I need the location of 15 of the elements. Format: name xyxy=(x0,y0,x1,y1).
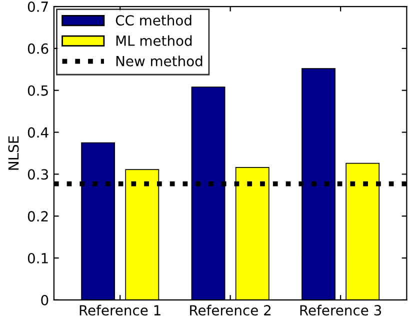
x-tick-label: Reference 2 xyxy=(190,304,271,316)
x-tick-label: Reference 1 xyxy=(80,304,160,316)
y-axis-title: NLSE xyxy=(8,136,19,170)
y-tick-label: 0.6 xyxy=(28,43,48,54)
y-tick-label: 0.4 xyxy=(28,127,48,138)
y-tick-label: 0 xyxy=(41,294,48,306)
y-tick-label: 0.3 xyxy=(28,169,48,180)
x-tick-label: Reference 3 xyxy=(300,304,382,316)
y-tick-label: 0.1 xyxy=(28,252,48,264)
legend-label: ML method xyxy=(116,35,192,46)
y-tick-label: 0.7 xyxy=(28,1,48,12)
legend-label: New method xyxy=(116,56,202,66)
y-tick-label: 0.2 xyxy=(28,211,48,222)
y-tick-label: 0.5 xyxy=(28,85,48,96)
legend-label: CC method xyxy=(116,14,192,26)
